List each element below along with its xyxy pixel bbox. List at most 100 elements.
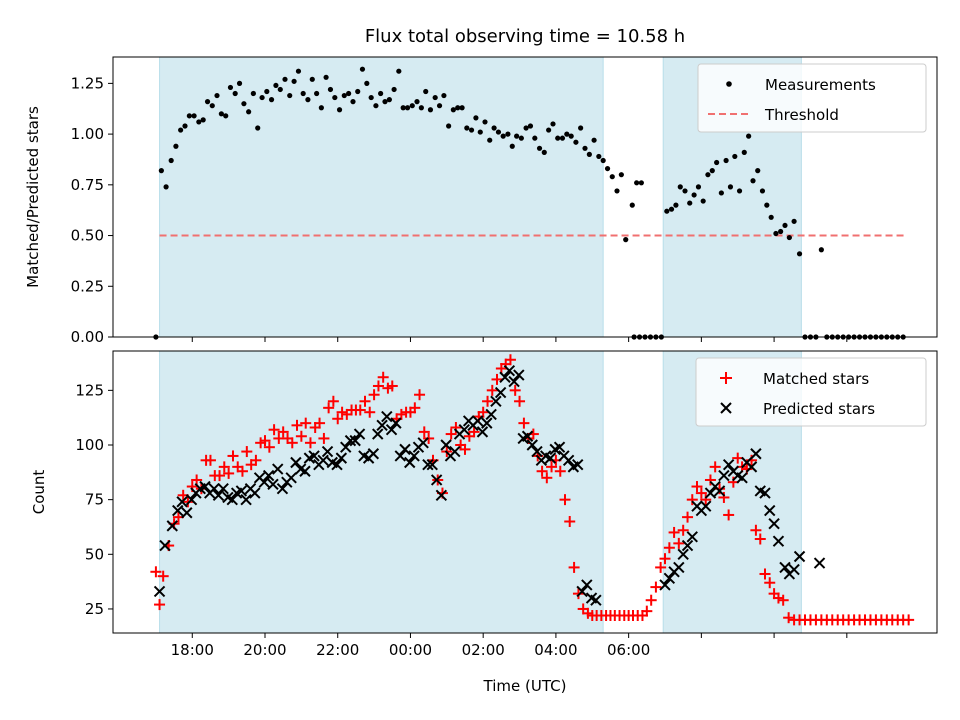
matched-star-point [395,408,407,420]
measurement-point [209,103,215,109]
measurement-point [536,145,543,151]
measurement-point [336,107,343,113]
measurement-point [736,188,743,194]
matched-star-point [318,432,330,444]
predicted-star-point [422,458,434,471]
measurement-point [436,103,443,109]
matched-star-point [263,441,275,453]
measurement-point [609,174,615,180]
measurement-point [446,123,452,129]
predicted-star-point [490,395,502,407]
measurement-point [259,94,265,101]
bottom-y-ticks: 25 50 75 100 125 [75,381,113,618]
measurement-point [418,105,424,111]
predicted-star-point [663,572,676,585]
predicted-star-point [217,483,229,495]
predicted-star-point [581,579,593,591]
measurement-point [323,74,329,80]
legend-predicted-marker [720,402,732,414]
measurement-point [509,143,515,149]
predicted-star-point [240,493,252,506]
x-tick-label: 00:00 [389,641,432,659]
predicted-star-point [385,423,398,436]
matched-star-point [764,577,776,589]
measurement-point [264,88,270,95]
predicted-star-point [317,454,329,467]
measurement-point [368,94,374,101]
predicted-star-point [276,483,289,495]
measurement-point [386,97,392,103]
measurement-point [586,151,592,157]
matched-star-point [486,384,498,396]
measurement-point [555,135,561,141]
matched-star-point [559,494,571,506]
measurement-point [477,129,483,135]
measurement-point [182,123,188,129]
matched-star-point [314,417,326,429]
measurement-point [250,90,256,97]
measurement-point [391,86,397,93]
measurement-point [668,206,675,212]
measurement-point [455,105,461,111]
measurement-point [596,153,602,160]
predicted-star-point [562,454,575,467]
y-tick-label: 125 [75,381,104,399]
predicted-star-point [249,487,261,499]
predicted-star-point [481,417,493,429]
measurement-point [314,90,320,97]
matched-star-point [777,594,789,606]
matched-star-point [368,389,380,401]
matched-star-point [332,413,344,425]
x-tick-label: 02:00 [462,641,505,659]
top-legend: Measurements Threshold [697,63,927,133]
matched-star-point [659,553,671,565]
matched-star-point [750,524,762,536]
predicted-star-point [499,371,511,383]
predicted-star-point [576,585,588,598]
measurement-point [505,131,511,137]
predicted-star-point [208,483,220,495]
matched-star-point [682,511,694,523]
measurement-point [295,68,302,74]
measurement-point [582,145,588,151]
predicted-star-point [458,423,470,436]
predicted-star-point [331,458,343,471]
matched-star-point [541,472,553,484]
legend-measurements-label: Measurements [765,76,876,94]
measurement-point [638,180,644,186]
measurement-point [158,168,164,174]
measurement-point [634,180,640,186]
predicted-star-point [226,493,238,506]
predicted-star-point [394,450,406,462]
measurement-point [373,103,379,109]
measurement-point [173,143,179,149]
predicted-star-point [713,485,726,497]
measurement-point [287,92,293,99]
measurement-point [495,129,502,135]
predicted-star-point [153,585,166,598]
measurement-point [673,202,679,208]
measurement-point [786,234,792,241]
matched-star-point [655,561,667,573]
measurement-point [396,68,402,74]
matched-star-point [514,395,526,407]
measurement-point [791,218,797,224]
measurement-point [682,188,688,194]
measurement-point [573,139,579,145]
measurement-point [204,99,211,105]
matched-star-point [783,612,795,624]
matched-star-point [477,406,489,418]
x-axis-label: Time (UTC) [483,677,567,695]
measurement-point [364,80,370,86]
measurement-point [227,84,234,91]
measurement-point [591,137,597,143]
measurement-point [359,66,366,72]
measurement-point [232,90,238,97]
predicted-star-point [159,539,171,552]
predicted-star-point [376,419,388,432]
predicted-star-point [813,557,826,569]
predicted-star-point [788,563,800,576]
measurement-point [550,121,556,127]
matched-star-point [359,395,371,407]
measurement-point [268,97,275,103]
